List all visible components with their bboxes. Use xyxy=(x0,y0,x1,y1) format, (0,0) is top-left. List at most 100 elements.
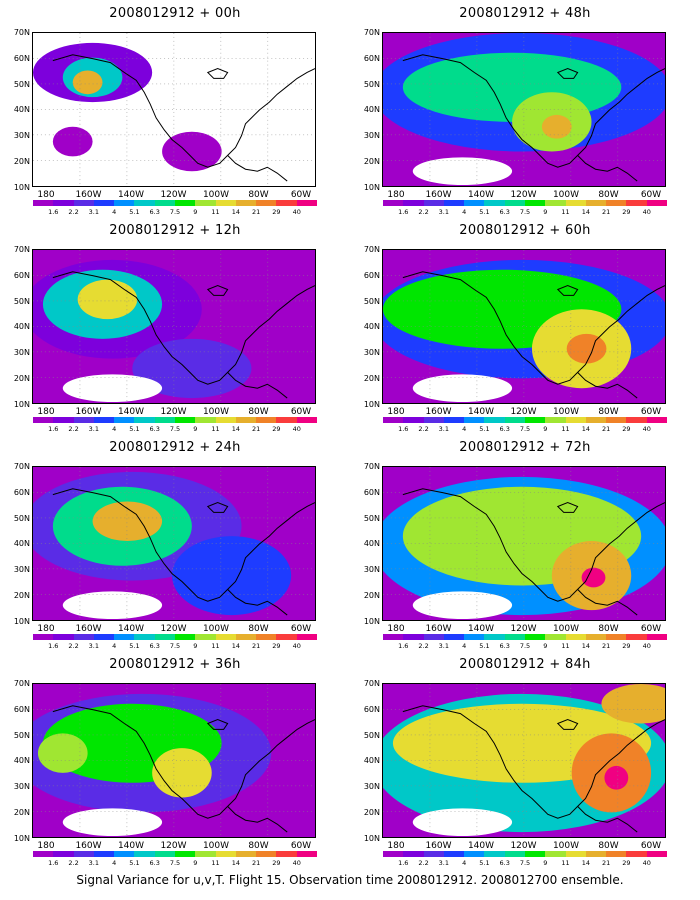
longitude-label: 120W xyxy=(160,190,187,200)
longitude-label: 100W xyxy=(552,624,580,634)
colorbar-level: 6.3 xyxy=(149,642,160,650)
longitude-label: 80W xyxy=(598,190,619,200)
colorbar-labels: 1.6 2.2 3.1 4 5.1 6.3 7.5 9 11 14 21 29 40 xyxy=(383,859,667,869)
colorbar-swatch xyxy=(504,200,525,206)
colorbar-level: 5.1 xyxy=(129,208,140,216)
variance-contour xyxy=(37,733,88,773)
colorbar-swatch xyxy=(443,634,465,640)
longitude-label: 180 xyxy=(387,624,405,634)
colorbar-swatch xyxy=(73,200,94,206)
colorbar-level: 1.6 xyxy=(48,859,59,867)
map-plot xyxy=(32,683,316,838)
coastline xyxy=(556,719,579,730)
coastline xyxy=(577,155,638,182)
colorbar-swatch xyxy=(134,634,155,640)
variance-field xyxy=(383,467,665,620)
longitude-label: 80W xyxy=(598,624,619,634)
colorbar-swatch xyxy=(276,417,297,423)
longitude-label: 60W xyxy=(290,624,312,634)
forecast-panel: 2008012912 + 72h 70N 60N 50N 40N 30N 20N 10N 180… xyxy=(350,434,700,651)
longitude-label: 140W xyxy=(467,624,495,634)
map-plot xyxy=(32,466,316,621)
colorbar-swatch xyxy=(235,200,257,206)
colorbar-level: 40 xyxy=(642,208,651,216)
colorbar-swatch xyxy=(296,417,317,423)
colorbar-level: 9 xyxy=(193,859,198,867)
coastline xyxy=(227,589,288,616)
latitude-label: 10N xyxy=(363,616,380,626)
colorbar-swatch xyxy=(215,851,236,857)
colorbar-swatch xyxy=(195,634,216,640)
colorbar xyxy=(383,417,667,423)
longitude-label: 60W xyxy=(640,407,662,417)
colorbar-swatch xyxy=(646,200,667,206)
latitude-label: 70N xyxy=(363,679,380,688)
latitude-label: 50N xyxy=(363,79,380,89)
latitude-label: 20N xyxy=(13,591,30,600)
longitude-label: 140W xyxy=(467,841,495,851)
colorbar-level: 29 xyxy=(622,642,631,650)
colorbar-level: 14 xyxy=(581,642,590,650)
coastline xyxy=(556,285,579,296)
map-plot xyxy=(32,32,316,187)
latitude-label: 50N xyxy=(363,513,380,523)
colorbar-level: 14 xyxy=(581,425,590,433)
low-variance-area xyxy=(412,808,513,837)
longitude-label: 100W xyxy=(552,841,580,851)
colorbar-swatch xyxy=(443,851,465,857)
colorbar-level: 29 xyxy=(622,208,631,216)
longitude-label: 160W xyxy=(75,407,102,417)
colorbar-level: 11 xyxy=(561,425,570,433)
colorbar-swatch xyxy=(646,634,667,640)
colorbar-swatch xyxy=(443,417,465,423)
colorbar-swatch xyxy=(606,200,627,206)
colorbar-level: 1.6 xyxy=(398,425,409,433)
forecast-panel: 2008012912 + 84h 70N 60N 50N 40N 30N 20N 10N 180… xyxy=(350,651,700,868)
colorbar-labels: 1.6 2.2 3.1 4 5.1 6.3 7.5 9 11 14 21 29 40 xyxy=(33,208,317,218)
colorbar-swatch xyxy=(134,851,155,857)
colorbar-swatch xyxy=(154,634,175,640)
colorbar-swatch xyxy=(53,200,74,206)
coastline xyxy=(402,271,665,385)
latitude-label: 10N xyxy=(13,833,30,843)
latitude-label: 40N xyxy=(363,105,380,115)
colorbar-swatch xyxy=(423,417,444,423)
colorbar-level: 6.3 xyxy=(499,642,510,650)
colorbar-level: 9 xyxy=(193,642,198,650)
longitude-label: 180 xyxy=(37,624,55,634)
colorbar-labels: 1.6 2.2 3.1 4 5.1 6.3 7.5 9 11 14 21 29 40 xyxy=(383,208,667,218)
longitude-label: 100W xyxy=(202,841,230,851)
latitude-label: 30N xyxy=(363,565,380,575)
colorbar xyxy=(383,851,667,857)
forecast-panel: 2008012912 + 24h 70N 60N 50N 40N 30N 20N 10N 180… xyxy=(0,434,350,651)
colorbar-level: 40 xyxy=(642,642,651,650)
colorbar-level: 6.3 xyxy=(499,859,510,867)
low-variance-area xyxy=(412,157,513,186)
colorbar-level: 1.6 xyxy=(48,425,59,433)
colorbar-swatch xyxy=(73,634,94,640)
colorbar-swatch xyxy=(383,634,404,640)
colorbar-level: 6.3 xyxy=(499,208,510,216)
longitude-label: 120W xyxy=(510,624,537,634)
colorbar-level: 4 xyxy=(462,642,467,650)
colorbar-swatch xyxy=(154,851,175,857)
colorbar-level: 5.1 xyxy=(479,859,490,867)
colorbar-level: 21 xyxy=(252,425,261,433)
colorbar-level: 1.6 xyxy=(398,208,409,216)
colorbar-swatch xyxy=(296,634,317,640)
low-variance-area xyxy=(412,374,513,403)
longitude-label: 120W xyxy=(510,190,537,200)
longitude-label: 140W xyxy=(117,624,145,634)
coastline xyxy=(52,54,315,168)
colorbar-swatch xyxy=(114,417,135,423)
colorbar-level: 7.5 xyxy=(169,425,181,433)
colorbar-swatch xyxy=(524,851,546,857)
longitude-label: 80W xyxy=(248,624,269,634)
coastline xyxy=(52,488,315,602)
panel-title: 2008012912 + 12h xyxy=(109,223,241,238)
colorbar-swatch xyxy=(524,634,546,640)
colorbar-swatch xyxy=(524,417,546,423)
longitude-label: 100W xyxy=(552,190,580,200)
low-variance-area xyxy=(412,591,513,620)
colorbar-swatch xyxy=(235,851,257,857)
